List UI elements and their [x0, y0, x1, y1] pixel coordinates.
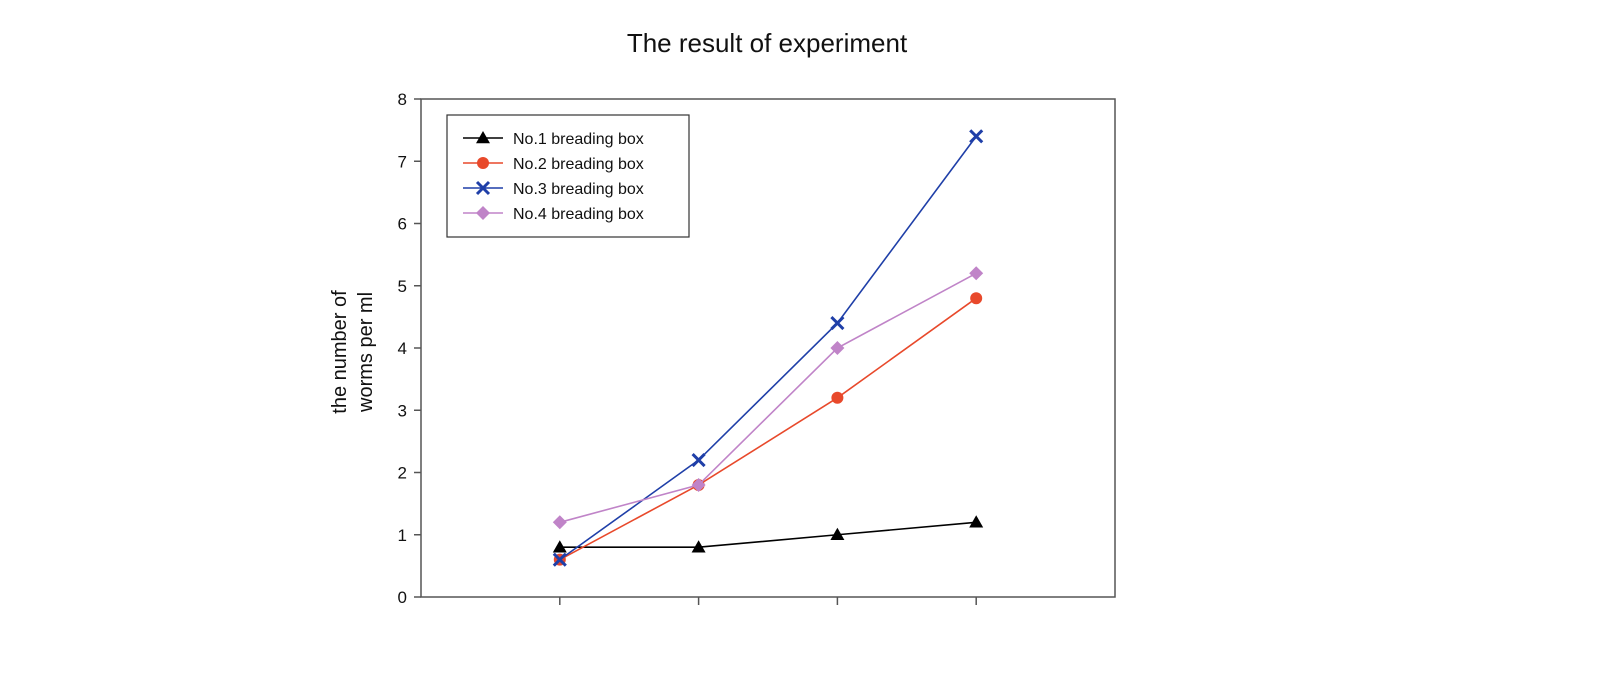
y-axis-label-line-2: worms per ml	[355, 292, 377, 413]
series-group	[552, 129, 984, 567]
y-tick-label: 1	[398, 526, 407, 545]
legend-item: No.4 breading box	[463, 206, 644, 223]
data-point	[969, 129, 984, 144]
data-point	[552, 515, 567, 530]
y-axis-label-line-1: the number of	[329, 290, 351, 414]
legend-item: No.1 breading box	[463, 131, 644, 148]
legend-marker	[475, 180, 491, 196]
series-3	[552, 129, 984, 567]
legend-item: No.3 breading box	[463, 180, 644, 198]
data-point	[691, 452, 706, 468]
legend-label: No.3 breading box	[513, 181, 644, 198]
series-4	[552, 266, 984, 530]
series-line	[559, 272, 977, 524]
legend-label: No.2 breading box	[513, 156, 644, 173]
chart-title: The result of experiment	[627, 28, 908, 58]
series-line	[559, 521, 977, 549]
series-line	[559, 135, 977, 561]
legend-label: No.1 breading box	[513, 131, 644, 148]
y-tick-label: 8	[398, 90, 407, 109]
legend-marker	[476, 131, 490, 144]
legend: No.1 breading box No.2 breading box No.3 b…	[446, 114, 690, 238]
data-point	[830, 527, 845, 540]
y-tick-label: 7	[398, 152, 407, 171]
data-point	[552, 552, 567, 567]
series-1	[552, 515, 984, 553]
data-point	[552, 540, 567, 553]
axes: 0 1 2 3 4 5 6 7 8	[398, 90, 977, 607]
legend-marker	[476, 206, 490, 220]
legend-marker	[477, 157, 489, 169]
y-tick-label: 3	[398, 401, 407, 420]
data-point	[830, 341, 845, 355]
data-point	[691, 477, 706, 492]
data-point	[830, 316, 845, 331]
data-point	[969, 515, 984, 528]
legend-box	[446, 114, 690, 238]
y-tick-label: 5	[398, 277, 407, 296]
legend-item: No.2 breading box	[463, 156, 644, 173]
series-line	[559, 297, 977, 561]
series-2	[553, 292, 983, 566]
data-point	[691, 540, 706, 553]
y-tick-label: 0	[398, 588, 407, 607]
y-tick-label: 2	[398, 464, 407, 483]
data-point	[831, 391, 844, 404]
legend-label: No.4 breading box	[513, 206, 644, 223]
data-point	[969, 266, 984, 281]
y-tick-label: 6	[398, 215, 407, 234]
y-tick-label: 4	[398, 339, 407, 358]
data-point	[970, 292, 983, 305]
